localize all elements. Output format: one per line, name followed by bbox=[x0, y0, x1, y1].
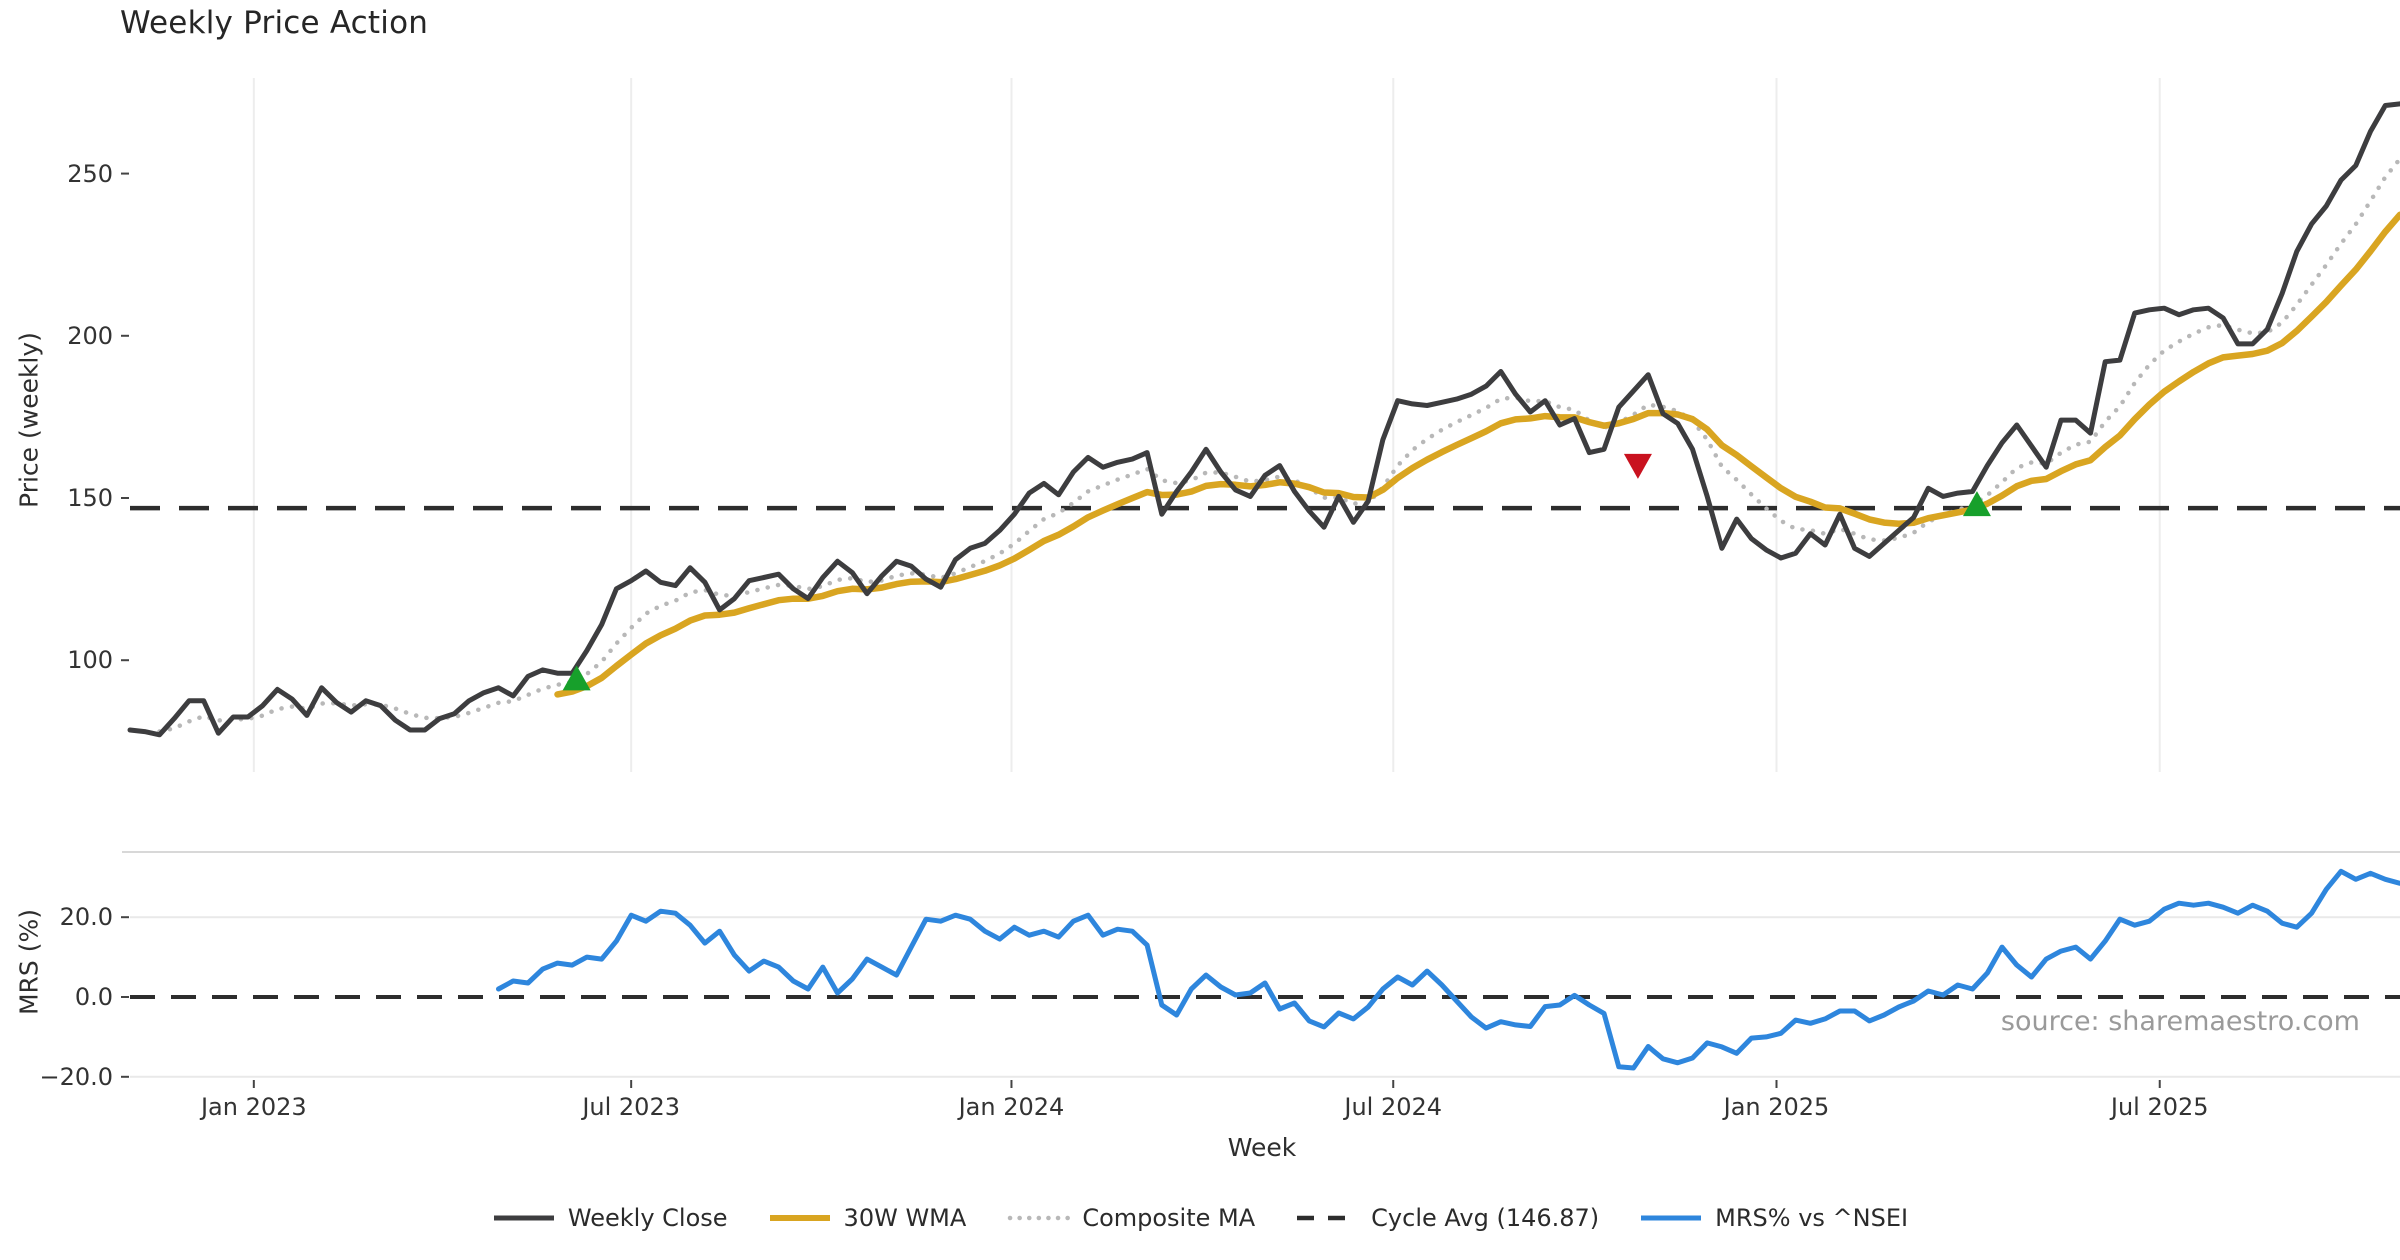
legend: Weekly Close 30W WMA Composite MA Cycle … bbox=[0, 1204, 2400, 1232]
legend-label: Weekly Close bbox=[567, 1204, 728, 1232]
legend-label: 30W WMA bbox=[843, 1204, 967, 1232]
mrs-line bbox=[496, 868, 2400, 1071]
composite-ma-line bbox=[157, 156, 2400, 734]
mrs-line-icon bbox=[1641, 1215, 1702, 1221]
price-axis-label: Price (weekly) bbox=[14, 332, 44, 508]
x-tick-label: Jul 2024 bbox=[1344, 1093, 1443, 1121]
legend-item-mrs: MRS% vs ^NSEI bbox=[1639, 1204, 1908, 1232]
x-tick-label: Jan 2025 bbox=[1723, 1093, 1830, 1121]
legend-label: Cycle Avg (146.87) bbox=[1371, 1204, 1600, 1232]
sell-signal-marker bbox=[1623, 453, 1652, 479]
cycle-avg-line-icon bbox=[1297, 1215, 1358, 1221]
mrs-tick-label: −20.0 bbox=[39, 1062, 113, 1091]
mrs-tick-label: 20.0 bbox=[59, 903, 113, 932]
legend-item-30w-wma: 30W WMA bbox=[768, 1204, 967, 1232]
x-tick-label: Jul 2023 bbox=[582, 1093, 680, 1121]
legend-label: MRS% vs ^NSEI bbox=[1715, 1204, 1909, 1232]
price-tick-label: 100 bbox=[67, 646, 113, 675]
buy-signal-marker bbox=[1962, 491, 1991, 517]
price-tick-label: 250 bbox=[67, 159, 113, 188]
x-tick-label: Jul 2025 bbox=[2110, 1093, 2209, 1121]
wma-line bbox=[554, 211, 2400, 698]
source-note: source: sharemaestro.com bbox=[2000, 1006, 2360, 1037]
mrs-tick-label: 0.0 bbox=[74, 983, 113, 1011]
legend-item-cycle-avg: Cycle Avg (146.87) bbox=[1295, 1204, 1599, 1232]
x-tick-label: Jan 2023 bbox=[200, 1093, 307, 1121]
x-axis-label: Week bbox=[1227, 1133, 1297, 1162]
wma-line-icon bbox=[769, 1215, 830, 1221]
legend-item-weekly-close: Weekly Close bbox=[492, 1204, 728, 1232]
weekly-close-line bbox=[127, 101, 2400, 738]
legend-item-composite-ma: Composite MA bbox=[1006, 1204, 1255, 1232]
price-tick-label: 150 bbox=[67, 484, 113, 512]
buy-signal-marker bbox=[562, 665, 591, 691]
weekly-close-line-icon bbox=[493, 1215, 554, 1221]
price-tick-label: 200 bbox=[67, 321, 113, 350]
page-title: Weekly Price Action bbox=[120, 5, 429, 41]
x-tick-label: Jan 2024 bbox=[958, 1093, 1065, 1121]
composite-ma-line-icon bbox=[1008, 1215, 1071, 1221]
legend-label: Composite MA bbox=[1082, 1204, 1256, 1232]
